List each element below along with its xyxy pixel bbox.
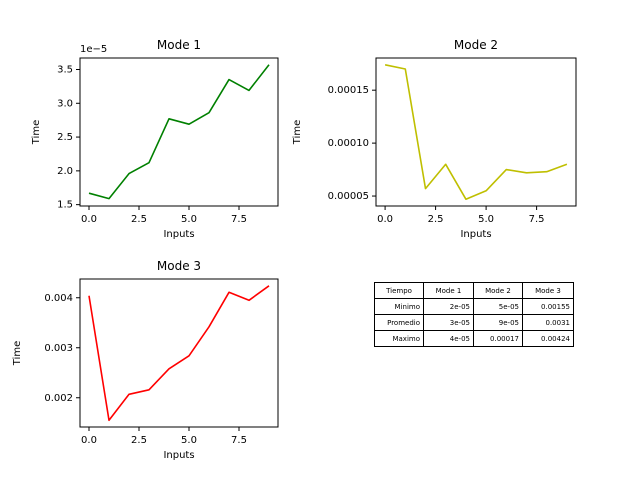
table-row: Promedio 3e-05 9e-05 0.0031 — [374, 314, 574, 331]
x-axis-label: Inputs — [163, 229, 194, 240]
table-header-cell: Mode 2 — [473, 282, 523, 299]
table-cell: 2e-05 — [423, 298, 474, 315]
series-line — [88, 285, 270, 422]
y-tick-label: 0.002 — [44, 393, 73, 404]
y-tick-label: 0.00010 — [328, 138, 369, 149]
table-cell: 0.00155 — [522, 298, 574, 315]
x-axis-label: Inputs — [163, 450, 194, 461]
table-cell: 0.0031 — [522, 314, 574, 331]
table-cell: 5e-05 — [473, 298, 523, 315]
x-tick-label: 2.5 — [131, 214, 147, 225]
table-cell: 4e-05 — [423, 330, 474, 347]
series-line — [384, 64, 568, 200]
table-cell: 0.00424 — [522, 330, 574, 347]
x-tick-label: 0.0 — [81, 214, 97, 225]
chart-title: Mode 1 — [157, 38, 201, 52]
x-tick-label: 2.5 — [131, 435, 147, 446]
x-axis-label: Inputs — [460, 229, 491, 240]
table-header-cell: Tiempo — [374, 282, 424, 299]
y-tick-label: 3.5 — [57, 64, 73, 75]
y-tick-label: 0.004 — [44, 293, 73, 304]
table-row-label: Promedio — [374, 314, 424, 331]
chart-title: Mode 2 — [454, 38, 498, 52]
series-line — [88, 64, 270, 200]
x-tick-label: 5.0 — [181, 214, 197, 225]
table-row: Minimo 2e-05 5e-05 0.00155 — [374, 298, 574, 315]
x-tick-label: 7.5 — [231, 214, 247, 225]
y-tick-label: 2.5 — [57, 132, 73, 143]
y-tick-label: 0.00015 — [328, 85, 369, 96]
table-row-label: Maximo — [374, 330, 424, 347]
y-axis-label: Time — [31, 120, 42, 145]
table-cell: 3e-05 — [423, 314, 474, 331]
table-header-cell: Mode 1 — [423, 282, 474, 299]
x-tick-label: 7.5 — [231, 435, 247, 446]
table-cell: 9e-05 — [473, 314, 523, 331]
y-tick-label: 2.0 — [57, 166, 73, 177]
table-cell: 0.00017 — [473, 330, 523, 347]
y-axis-label: Time — [12, 341, 23, 366]
plot-frame — [375, 57, 577, 207]
x-tick-label: 5.0 — [478, 214, 494, 225]
table-row-label: Minimo — [374, 298, 424, 315]
y-tick-label: 1.5 — [57, 200, 73, 211]
x-tick-label: 0.0 — [377, 214, 393, 225]
x-tick-label: 0.0 — [81, 435, 97, 446]
plot-frame — [79, 57, 279, 207]
x-tick-label: 7.5 — [529, 214, 545, 225]
y-tick-label: 3.0 — [57, 98, 73, 109]
y-tick-label: 0.00005 — [328, 191, 369, 202]
table-header-cell: Mode 3 — [522, 282, 574, 299]
x-tick-label: 2.5 — [428, 214, 444, 225]
x-tick-label: 5.0 — [181, 435, 197, 446]
summary-table: Tiempo Mode 1 Mode 2 Mode 3 Minimo 2e-05… — [374, 282, 574, 347]
y-tick-label: 0.003 — [44, 343, 73, 354]
chart-title: Mode 3 — [157, 259, 201, 273]
y-axis-label: Time — [292, 120, 303, 145]
table-header-row: Tiempo Mode 1 Mode 2 Mode 3 — [374, 282, 574, 299]
plot-frame — [79, 278, 279, 428]
axis-offset-label: 1e−5 — [80, 44, 107, 55]
table-row: Maximo 4e-05 0.00017 0.00424 — [374, 330, 574, 347]
